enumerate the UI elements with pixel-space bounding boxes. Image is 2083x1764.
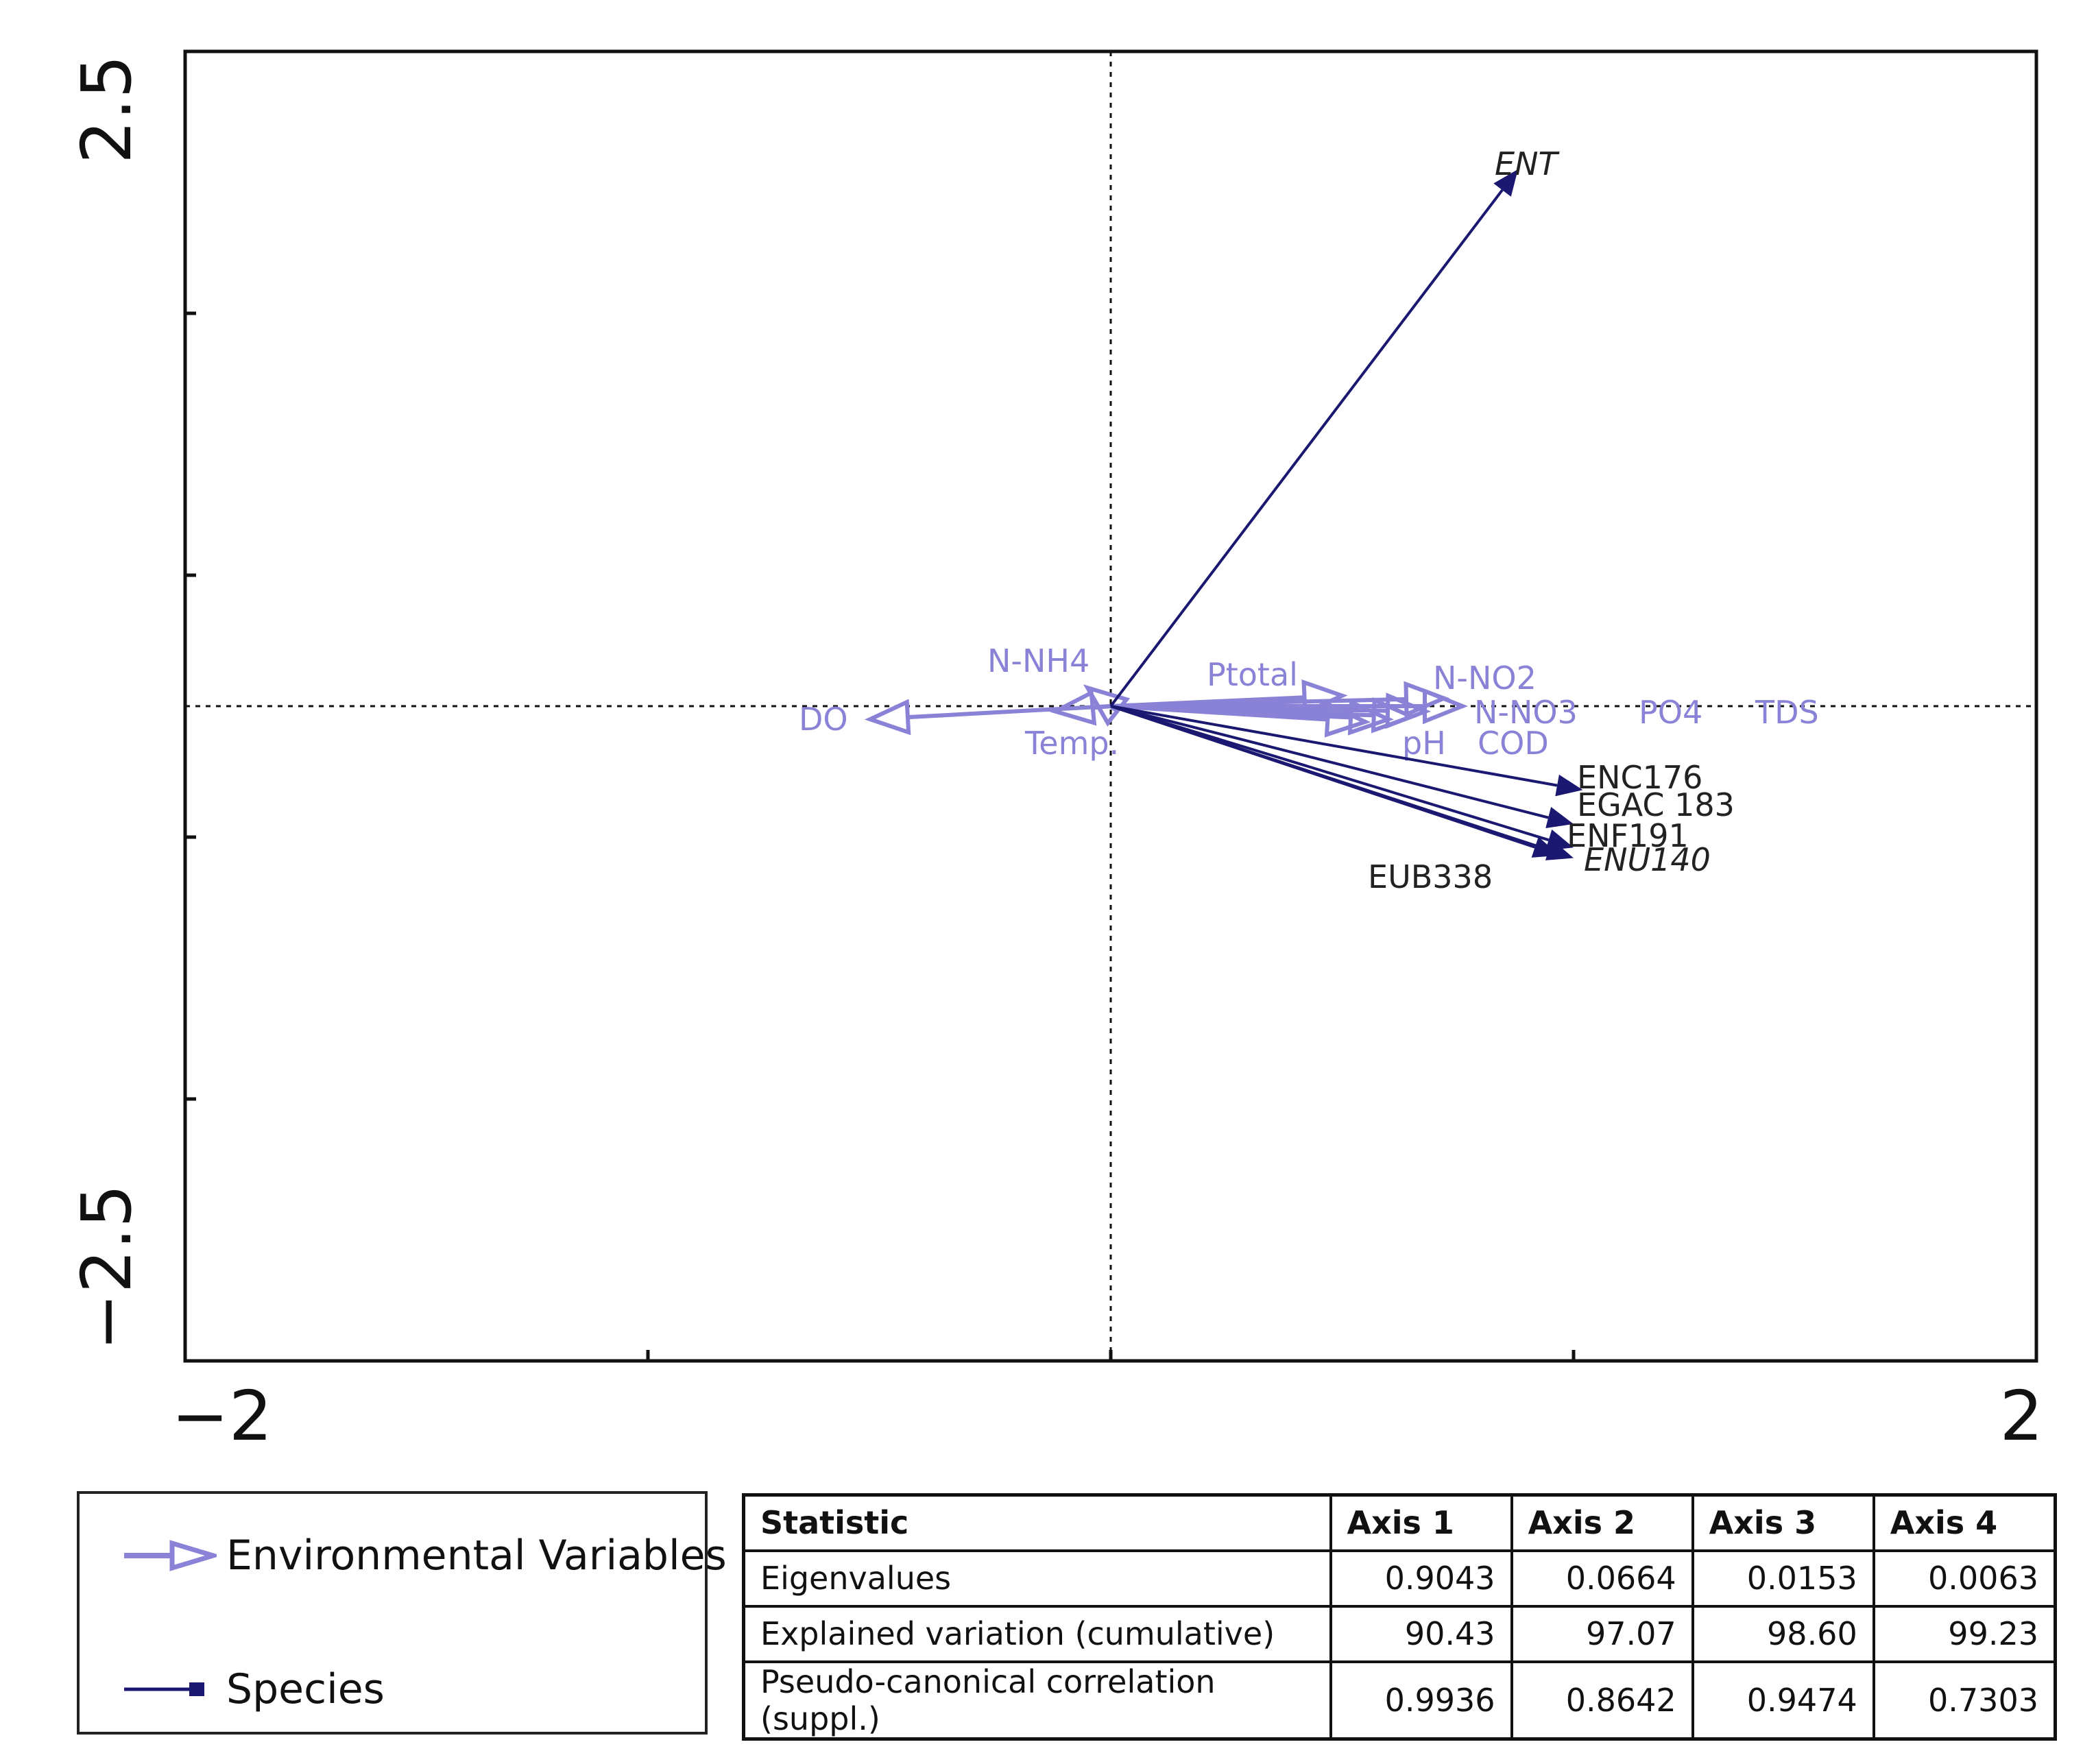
table-cell: 0.9043	[1329, 1549, 1513, 1608]
table-cell: 0.9936	[1329, 1660, 1513, 1740]
environmental-arrow-head	[1301, 679, 1348, 716]
environmental-arrow-head	[1347, 699, 1395, 736]
environmental-arrow-icon	[124, 1540, 217, 1571]
environmental-label: N-NO3	[1474, 694, 1578, 731]
legend-label-environmental: Environmental Variables	[226, 1532, 727, 1580]
table-cell: 98.60	[1691, 1604, 1875, 1663]
table-cell: 0.7303	[1872, 1660, 2057, 1740]
table-cell: 0.0063	[1872, 1549, 2057, 1608]
x-tick-label: 2	[1999, 1376, 2043, 1456]
table-cell: 0.8642	[1510, 1660, 1694, 1740]
table-header-cell: Axis 3	[1691, 1493, 1875, 1552]
x-tick-label: −2	[171, 1376, 272, 1456]
environmental-label: Ptotal	[1207, 656, 1298, 693]
species-label: ENU140	[1584, 841, 1711, 878]
environmental-label: N-NH4	[987, 642, 1089, 679]
table-header-cell: Statistic	[742, 1493, 1332, 1552]
table-cell: 99.23	[1872, 1604, 2057, 1663]
environmental-label: TDS	[1755, 694, 1819, 731]
species-label: ENF191	[1567, 817, 1689, 854]
environmental-label: PO4	[1639, 694, 1702, 731]
legend-item-environmental: Environmental Variables	[121, 1532, 727, 1580]
environmental-arrow-head	[864, 699, 911, 736]
table-row: Explained variation (cumulative) 90.43 9…	[742, 1604, 2057, 1663]
species-arrow-line	[1110, 705, 1550, 842]
environmental-arrow-line	[907, 704, 1111, 720]
species-arrow-line	[1110, 705, 1558, 787]
species-arrow-head	[1493, 169, 1518, 197]
environmental-label: pH	[1402, 725, 1446, 762]
species-arrow-icon	[124, 1682, 204, 1696]
table-cell: 97.07	[1510, 1604, 1694, 1663]
species-arrow-head	[1545, 807, 1574, 829]
table-cell: Pseudo-canonical correlation (suppl.)	[742, 1660, 1332, 1740]
environmental-arrow-head	[1324, 701, 1371, 738]
environmental-arrow-line	[1092, 704, 1111, 710]
table-cell: Explained variation (cumulative)	[742, 1604, 1332, 1663]
table-cell: 90.43	[1329, 1604, 1513, 1663]
environmental-label: DO	[799, 701, 848, 738]
environmental-arrow-head	[1049, 689, 1097, 726]
table-header-cell: Axis 4	[1872, 1493, 2057, 1552]
environmental-arrow-head	[1423, 688, 1469, 725]
legend: Environmental Variables Species	[77, 1491, 727, 1735]
table-header-row: Statistic Axis 1 Axis 2 Axis 3 Axis 4	[742, 1493, 2057, 1552]
species-arrow-head	[1531, 836, 1560, 858]
environmental-arrow-line	[1110, 704, 1351, 720]
table-cell: 0.0664	[1510, 1549, 1694, 1608]
environmental-arrow-head	[1371, 697, 1417, 734]
species-arrow-head	[1555, 774, 1583, 797]
species-label: EGAC 183	[1577, 786, 1735, 823]
environmental-label: N-NO2	[1433, 660, 1537, 697]
table-row: Eigenvalues 0.9043 0.0664 0.0153 0.0063	[742, 1549, 2057, 1608]
table-cell: Eigenvalues	[742, 1549, 1332, 1608]
legend-label-species: Species	[226, 1665, 385, 1713]
environmental-label: COD	[1478, 725, 1549, 762]
environmental-label: Temp.	[1024, 725, 1119, 762]
y-tick-label: −2.5	[67, 1184, 147, 1351]
species-arrow-line	[1110, 705, 1549, 819]
species-label: ENT	[1495, 145, 1560, 182]
table-header-cell: Axis 2	[1510, 1493, 1694, 1552]
species-label: ENC176	[1577, 759, 1702, 796]
legend-item-species: Species	[121, 1665, 385, 1713]
table-cell: 0.9474	[1691, 1660, 1875, 1740]
statistics-table: Statistic Axis 1 Axis 2 Axis 3 Axis 4 Ei…	[742, 1493, 2057, 1741]
species-label: EUB338	[1368, 858, 1493, 895]
table-header-cell: Axis 1	[1329, 1493, 1513, 1552]
table-cell: 0.0153	[1691, 1549, 1875, 1608]
table-row: Pseudo-canonical correlation (suppl.) 0.…	[742, 1660, 2057, 1740]
y-tick-label: 2.5	[67, 55, 147, 164]
species-arrow-line	[1110, 705, 1536, 849]
species-arrow-line	[1109, 189, 1504, 708]
